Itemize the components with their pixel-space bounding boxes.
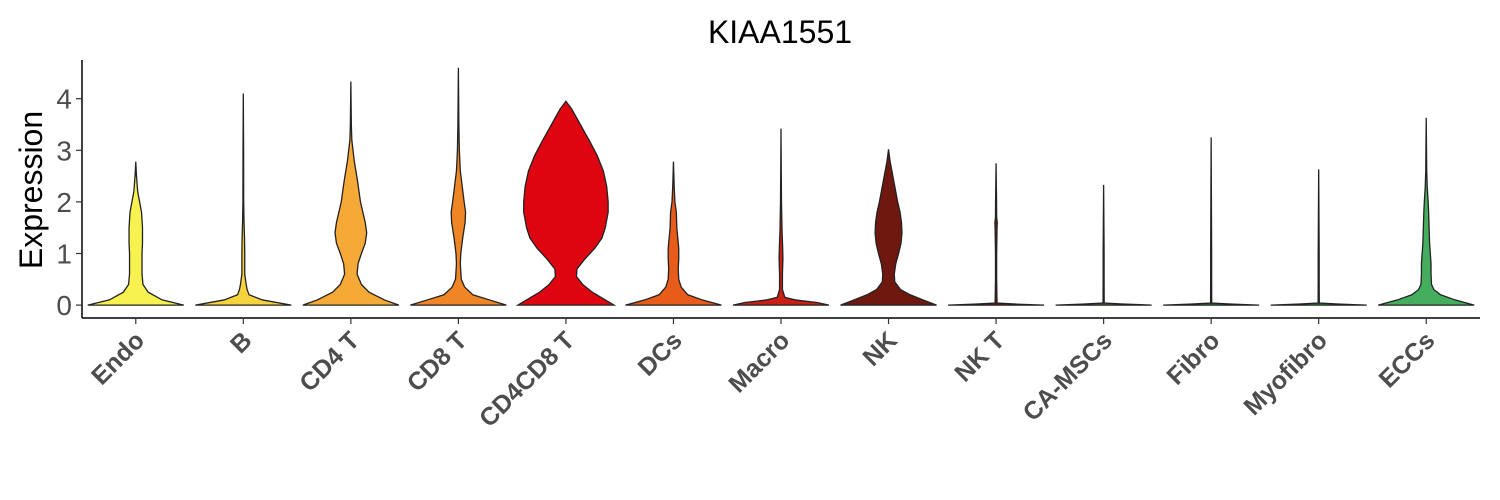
violin-endo: [87, 161, 184, 306]
x-tick-label: ECCs: [1374, 326, 1441, 393]
violins-layer: [87, 67, 1475, 306]
y-axis-label: Expression: [13, 111, 49, 269]
violin-macro: [732, 128, 830, 306]
x-tick-label: CD8 T: [402, 326, 473, 397]
y-tick-label: 1: [56, 239, 72, 270]
x-tick-label: CD4 T: [294, 326, 365, 397]
violin-eccs: [1378, 117, 1475, 306]
x-tick-label: Macro: [723, 326, 795, 398]
x-tick-label: Fibro: [1161, 326, 1225, 390]
violin-cd4cd8-t: [515, 100, 617, 306]
x-tick-label: Myofibro: [1239, 326, 1333, 420]
y-tick-label: 0: [56, 290, 72, 321]
violin-nk: [840, 149, 937, 306]
violin-dcs: [625, 161, 722, 306]
violin-ca-mscs: [1055, 184, 1152, 306]
violin-cd4-t: [302, 81, 400, 306]
violin-fibro: [1163, 137, 1260, 306]
violin-nk-t: [948, 163, 1045, 306]
y-tick-label: 2: [56, 187, 72, 218]
x-tick-label: B: [225, 326, 258, 359]
y-axis: 0 1 2 3 4: [56, 60, 83, 321]
x-tick-label: Endo: [86, 326, 150, 390]
x-tick-label: CD4CD8 T: [474, 326, 580, 432]
chart-title: KIAA1551: [708, 14, 852, 50]
y-tick-label: 4: [56, 84, 72, 115]
violin-cd8-t: [410, 67, 507, 306]
x-tick-label: DCs: [633, 326, 688, 381]
x-tick-label: NK T: [949, 326, 1010, 387]
x-tick-label: NK: [857, 326, 902, 371]
violin-myofibro: [1270, 169, 1367, 306]
y-tick-label: 3: [56, 135, 72, 166]
x-axis: Endo B CD4 T CD8 T CD4CD8 T DCs Macro NK NK T CA-…: [82, 317, 1480, 433]
violin-b: [195, 93, 292, 306]
x-tick-label: CA-MSCs: [1018, 326, 1118, 426]
